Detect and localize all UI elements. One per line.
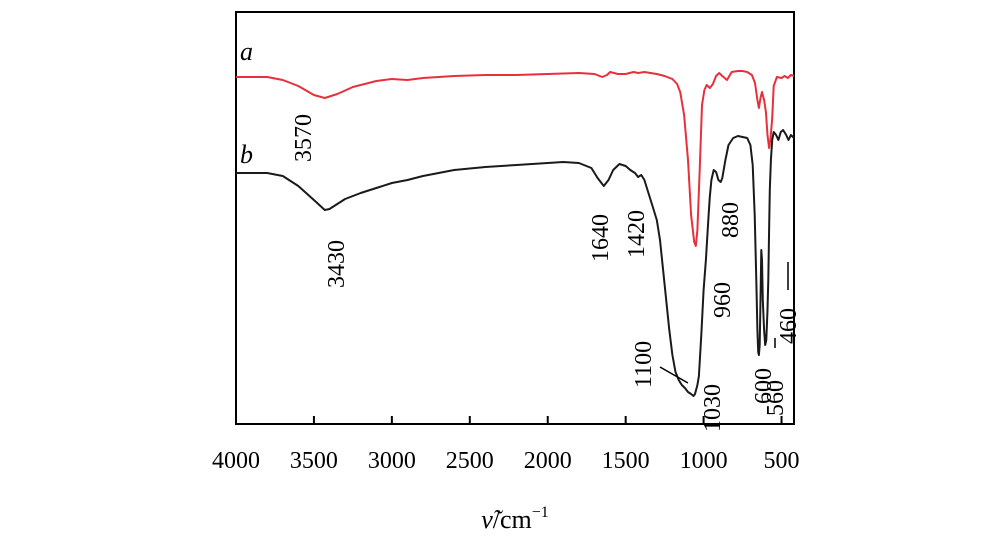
series-label-a: a <box>240 37 253 66</box>
series-layer <box>236 70 795 397</box>
series-line-b <box>236 129 795 397</box>
x-tick-label-500: 500 <box>764 448 800 474</box>
peak-label-3430: 3430 <box>324 240 350 288</box>
series-label-b: b <box>240 140 253 169</box>
peak-label-960: 960 <box>710 282 736 318</box>
peak-label-3570: 3570 <box>291 114 317 162</box>
peak-label-1640: 1640 <box>588 214 614 262</box>
x-tick-label-1000: 1000 <box>680 448 728 474</box>
plot-frame <box>235 11 795 425</box>
leader-line-1100 <box>659 366 689 384</box>
peak-label-1100: 1100 <box>631 341 657 388</box>
peak-label-1030: 1030 <box>700 384 726 432</box>
peak-label-560: 560 <box>763 380 789 416</box>
x-tick-label-3000: 3000 <box>368 448 416 474</box>
x-axis-label: ν̃/cm−1 <box>481 504 549 534</box>
x-axis-ticks: 4000 3500 3000 2500 2000 1500 1000 500 <box>212 416 800 474</box>
peak-label-460: 460 <box>776 308 802 344</box>
peak-label-1420: 1420 <box>624 210 650 258</box>
x-tick-label-2500: 2500 <box>446 448 494 474</box>
x-tick-label-3500: 3500 <box>290 448 338 474</box>
x-tick-label-2000: 2000 <box>524 448 572 474</box>
peak-label-600: 600 <box>751 368 777 404</box>
peak-label-880: 880 <box>718 202 744 238</box>
series-line-a <box>236 70 795 247</box>
x-tick-label-4000: 4000 <box>212 448 260 474</box>
x-tick-label-1500: 1500 <box>602 448 650 474</box>
